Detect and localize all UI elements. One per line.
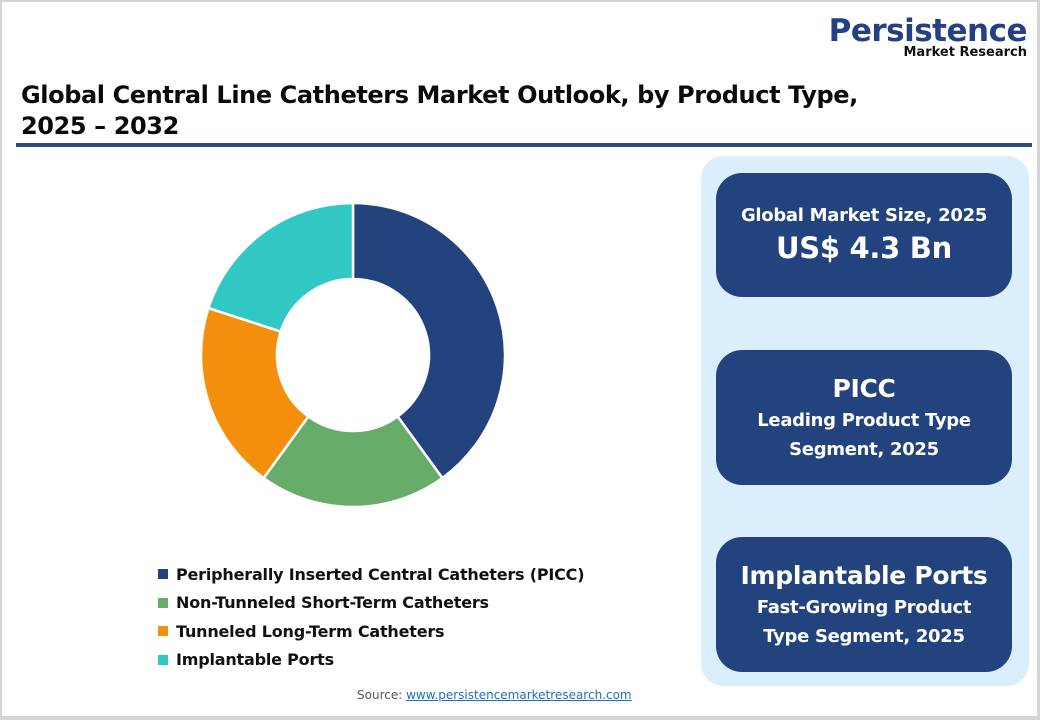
brand-logo: Persistence Market Research	[828, 13, 1028, 60]
legend-label: Tunneled Long-Term Catheters	[176, 621, 445, 641]
chart-legend: Peripherally Inserted Central Catheters …	[158, 560, 585, 675]
donut-slice	[199, 306, 311, 480]
donut-slice	[351, 201, 507, 480]
donut-slice	[206, 201, 355, 334]
legend-label: Non-Tunneled Short-Term Catheters	[176, 593, 489, 613]
leading-segment-sub1: Leading Product Type	[757, 409, 971, 431]
brand-name: Persistence	[828, 13, 1028, 49]
leading-segment-value: PICC	[832, 373, 896, 403]
fast-growing-segment-sub1: Fast-Growing Product	[756, 596, 972, 618]
legend-swatch-icon	[158, 626, 168, 637]
donut-chart	[182, 182, 542, 542]
legend-swatch-icon	[158, 654, 168, 665]
legend-swatch-icon	[158, 569, 168, 580]
fast-growing-segment-sub2: Type Segment, 2025	[763, 625, 965, 647]
brand-tagline: Market Research	[903, 45, 1028, 60]
leading-segment-sub2: Segment, 2025	[789, 438, 939, 460]
leading-segment-card: PICC Leading Product Type Segment, 2025	[716, 350, 1012, 485]
source-label: Source:	[357, 688, 407, 702]
highlights-panel: Global Market Size, 2025 US$ 4.3 Bn PICC…	[701, 156, 1029, 686]
legend-label: Implantable Ports	[176, 650, 334, 670]
source-link[interactable]: www.persistencemarketresearch.com	[406, 688, 632, 702]
legend-item-implantable-ports: Implantable Ports	[158, 646, 584, 675]
fast-growing-segment-card: Implantable Ports Fast-Growing Product T…	[716, 537, 1012, 672]
legend-item-tunneled: Tunneled Long-Term Catheters	[158, 617, 584, 646]
title-line-1: Global Central Line Catheters Market Out…	[21, 81, 858, 109]
legend-item-non-tunneled: Non-Tunneled Short-Term Catheters	[158, 589, 584, 618]
title-line-2: 2025 – 2032	[21, 112, 179, 140]
source-note: Source: www.persistencemarketresearch.co…	[357, 688, 632, 702]
fast-growing-segment-value: Implantable Ports	[740, 560, 988, 590]
market-size-value: US$ 4.3 Bn	[776, 231, 952, 265]
market-size-label: Global Market Size, 2025	[740, 205, 988, 226]
title-divider	[16, 143, 1032, 147]
legend-label: Peripherally Inserted Central Catheters …	[176, 564, 585, 584]
donut-slice	[261, 414, 445, 509]
legend-item-picc: Peripherally Inserted Central Catheters …	[158, 560, 585, 589]
legend-swatch-icon	[158, 597, 168, 608]
donut-chart-svg	[199, 201, 507, 509]
market-size-card: Global Market Size, 2025 US$ 4.3 Bn	[716, 173, 1012, 297]
page-title: Global Central Line Catheters Market Out…	[21, 80, 921, 142]
